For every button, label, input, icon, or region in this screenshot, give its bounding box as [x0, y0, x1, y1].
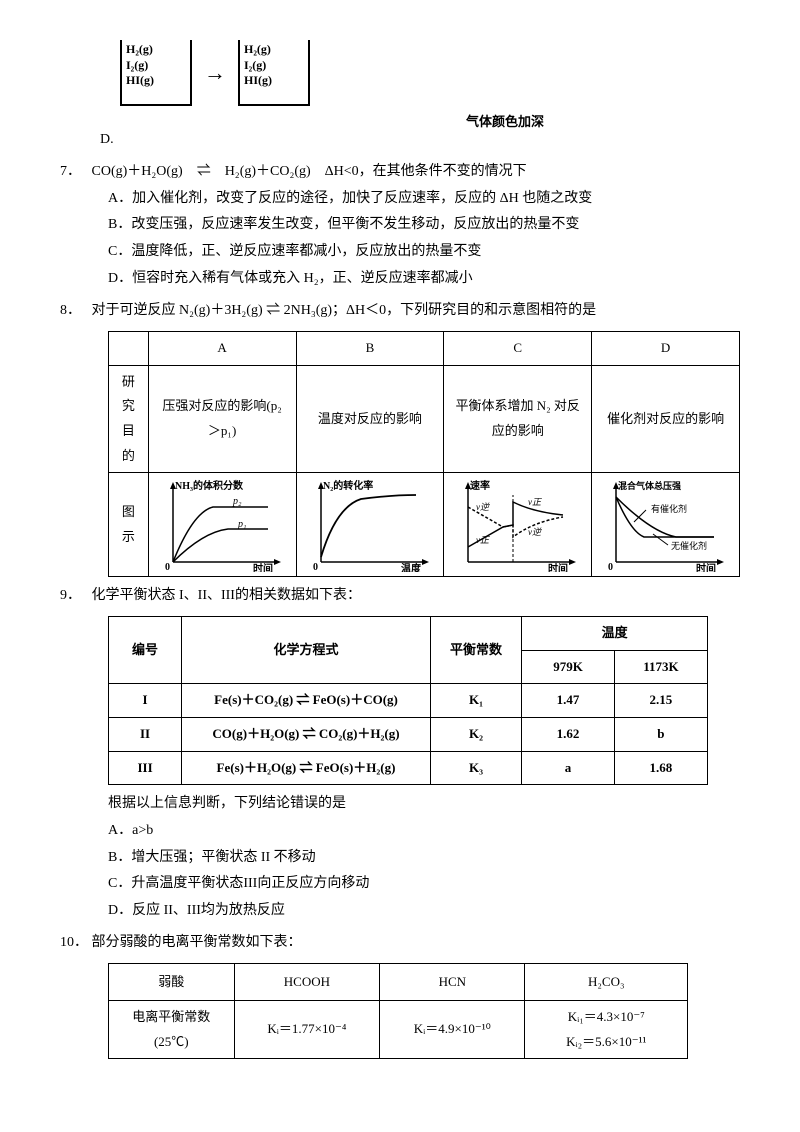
svg-text:混合气体总压强: 混合气体总压强 — [618, 480, 681, 491]
question-stem: 对于可逆反应 N₂(g)＋3H₂(g) ⇌ 2NH₃(g)；ΔH＜0，下列研究目… — [92, 303, 597, 318]
col-header: 温度 — [522, 616, 708, 650]
col-header: 1173K — [614, 650, 707, 684]
graph-c: 速率 时间 v正 v逆 v正 v逆 — [444, 473, 592, 577]
svg-text:0: 0 — [608, 562, 613, 572]
question-stem: CO(g)＋H₂O(g) ⇌ H₂(g)＋CO₂(g) ΔH<0，在其他条件不变… — [92, 164, 527, 179]
col-header: A — [148, 331, 296, 365]
svg-text:v逆: v逆 — [476, 502, 491, 512]
gas-line: H₂(g) — [244, 42, 304, 58]
table-q10: 弱酸 HCOOH HCN H₂CO₃ 电离平衡常数(25℃) Kᵢ＝1.77×1… — [108, 963, 688, 1059]
option-d: D．恒容时充入稀有气体或充入 H₂，正、逆反应速率都减小 — [108, 266, 740, 293]
gas-box-right: H₂(g) I₂(g) HI(g) — [238, 40, 310, 106]
gas-line: HI(g) — [244, 73, 304, 89]
col-header: 弱酸 — [109, 963, 235, 1000]
svg-text:v正: v正 — [476, 535, 490, 545]
option-b: B．改变压强，反应速率发生改变，但平衡不发生移动，反应放出的热量不变 — [108, 212, 740, 239]
cell: Kᵢ＝1.77×10⁻⁴ — [234, 1000, 380, 1058]
row-header: 电离平衡常数(25℃) — [109, 1000, 235, 1058]
svg-text:无催化剂: 无催化剂 — [671, 540, 707, 551]
svg-text:v正: v正 — [528, 497, 542, 507]
table-row: IIIFe(s)＋H₂O(g) ⇌ FeO(s)＋H₂(g)K₃a1.68 — [109, 751, 708, 785]
col-header: HCOOH — [234, 963, 380, 1000]
purpose-cell: 温度对反应的影响 — [296, 365, 444, 473]
col-header: H₂CO₃ — [525, 963, 688, 1000]
graph-a: NH₃的体积分数 时间 p₂ p₁ 0 — [148, 473, 296, 577]
row-header: 研究目的 — [109, 365, 149, 473]
graph-b: N₂的转化率 温度 0 — [296, 473, 444, 577]
col-header: D — [592, 331, 740, 365]
svg-text:NH₃的体积分数: NH₃的体积分数 — [175, 479, 244, 492]
question-9: 9． 化学平衡状态 I、II、III的相关数据如下表： — [60, 583, 740, 610]
col-header: 平衡常数 — [430, 616, 521, 683]
question-followup: 根据以上信息判断，下列结论错误的是 — [108, 791, 740, 818]
question-10: 10． 部分弱酸的电离平衡常数如下表： — [60, 930, 740, 957]
svg-text:时间: 时间 — [253, 562, 273, 572]
col-header: 化学方程式 — [182, 616, 431, 683]
gas-box-diagram: H₂(g) I₂(g) HI(g) → H₂(g) I₂(g) HI(g) — [120, 40, 310, 106]
option-d: D．反应 II、III均为放热反应 — [108, 898, 740, 925]
svg-text:速率: 速率 — [470, 479, 490, 492]
col-header: HCN — [380, 963, 525, 1000]
cell: Kᵢ＝4.9×10⁻¹⁰ — [380, 1000, 525, 1058]
gas-line: I₂(g) — [126, 58, 186, 74]
svg-text:v逆: v逆 — [528, 527, 543, 537]
table-q9: 编号 化学方程式 平衡常数 温度 979K 1173K IFe(s)＋CO₂(g… — [108, 616, 708, 785]
purpose-cell: 压强对反应的影响(p₂＞p₁) — [148, 365, 296, 473]
svg-text:有催化剂: 有催化剂 — [651, 503, 687, 514]
svg-text:N₂的转化率: N₂的转化率 — [323, 479, 373, 492]
question-7: 7． CO(g)＋H₂O(g) ⇌ H₂(g)＋CO₂(g) ΔH<0，在其他条… — [60, 159, 740, 292]
option-c: C．温度降低，正、逆反应速率都减小，反应放出的热量不变 — [108, 239, 740, 266]
question-number: 8． — [60, 298, 88, 325]
col-header: 编号 — [109, 616, 182, 683]
question-number: 7． — [60, 159, 88, 186]
gas-line: H₂(g) — [126, 42, 186, 58]
gas-line: HI(g) — [126, 73, 186, 89]
arrow-icon: → — [204, 52, 226, 94]
cell: Kᵢ₁＝4.3×10⁻⁷ Kᵢ₂＝5.6×10⁻¹¹ — [525, 1000, 688, 1058]
option-b: B．增大压强；平衡状态 II 不移动 — [108, 845, 740, 872]
option-a: A．a>b — [108, 818, 740, 845]
option-a: A．加入催化剂，改变了反应的途径，加快了反应速率，反应的 ΔH 也随之改变 — [108, 186, 740, 213]
gas-line: I₂(g) — [244, 58, 304, 74]
gas-box-left: H₂(g) I₂(g) HI(g) — [120, 40, 192, 106]
purpose-cell: 催化剂对反应的影响 — [592, 365, 740, 473]
col-header: 979K — [522, 650, 615, 684]
row-header: 图示 — [109, 473, 149, 577]
svg-text:时间: 时间 — [696, 562, 716, 572]
col-header: C — [444, 331, 592, 365]
svg-text:p₁: p₁ — [237, 519, 246, 530]
question-8: 8． 对于可逆反应 N₂(g)＋3H₂(g) ⇌ 2NH₃(g)；ΔH＜0，下列… — [60, 298, 740, 325]
figure-d: H₂(g) I₂(g) HI(g) → H₂(g) I₂(g) HI(g) — [120, 40, 740, 106]
question-stem: 化学平衡状态 I、II、III的相关数据如下表： — [92, 588, 361, 603]
table-q8: A B C D 研究目的 压强对反应的影响(p₂＞p₁) 温度对反应的影响 平衡… — [108, 331, 740, 577]
svg-text:0: 0 — [165, 562, 170, 572]
purpose-cell: 平衡体系增加 N₂ 对反应的影响 — [444, 365, 592, 473]
question-stem: 部分弱酸的电离平衡常数如下表： — [92, 935, 302, 950]
option-c: C．升高温度平衡状态III向正反应方向移动 — [108, 871, 740, 898]
svg-text:温度: 温度 — [401, 562, 422, 572]
graph-d: 混合气体总压强 时间 有催化剂 无催化剂 0 — [592, 473, 740, 577]
svg-text:时间: 时间 — [548, 562, 568, 572]
table-row: IICO(g)＋H₂O(g) ⇌ CO₂(g)＋H₂(g)K₂1.62b — [109, 717, 708, 751]
option-d-label: D. — [100, 127, 740, 154]
svg-text:0: 0 — [313, 562, 318, 572]
question-number: 10． — [60, 930, 88, 957]
table-row: IFe(s)＋CO₂(g) ⇌ FeO(s)＋CO(g)K₁1.472.15 — [109, 684, 708, 718]
col-header: B — [296, 331, 444, 365]
svg-text:p₂: p₂ — [232, 496, 242, 507]
question-number: 9． — [60, 583, 88, 610]
